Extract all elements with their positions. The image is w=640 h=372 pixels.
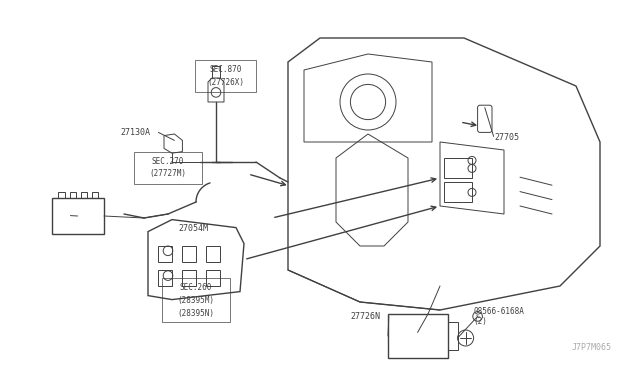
Text: SEC.870: SEC.870 — [209, 65, 242, 74]
Circle shape — [473, 312, 483, 321]
Bar — [182, 246, 196, 262]
Text: (28395M): (28395M) — [177, 296, 214, 305]
Bar — [70, 192, 76, 198]
Text: J7P7M065: J7P7M065 — [572, 343, 612, 352]
Text: S: S — [476, 314, 479, 319]
Text: 08566-6168A
(2): 08566-6168A (2) — [474, 307, 524, 326]
Bar — [444, 158, 472, 178]
Bar — [92, 192, 99, 198]
Bar — [81, 192, 87, 198]
Bar — [58, 192, 65, 198]
Text: SEC.260: SEC.260 — [180, 283, 212, 292]
Text: (27727M): (27727M) — [150, 170, 186, 179]
Text: 27054M: 27054M — [178, 224, 208, 233]
Text: 27705: 27705 — [494, 134, 520, 142]
Bar — [182, 270, 196, 286]
Bar — [157, 246, 172, 262]
Text: 27726N: 27726N — [350, 312, 380, 321]
Text: (28395N): (28395N) — [177, 309, 214, 318]
Bar — [444, 182, 472, 202]
Bar — [205, 246, 220, 262]
Text: (27726X): (27726X) — [207, 78, 244, 87]
Bar — [134, 152, 202, 184]
Text: SEC.270: SEC.270 — [152, 157, 184, 166]
Bar — [163, 278, 230, 322]
Bar — [157, 270, 172, 286]
Text: 27130A: 27130A — [120, 128, 150, 137]
Bar — [205, 270, 220, 286]
Bar — [195, 60, 256, 92]
